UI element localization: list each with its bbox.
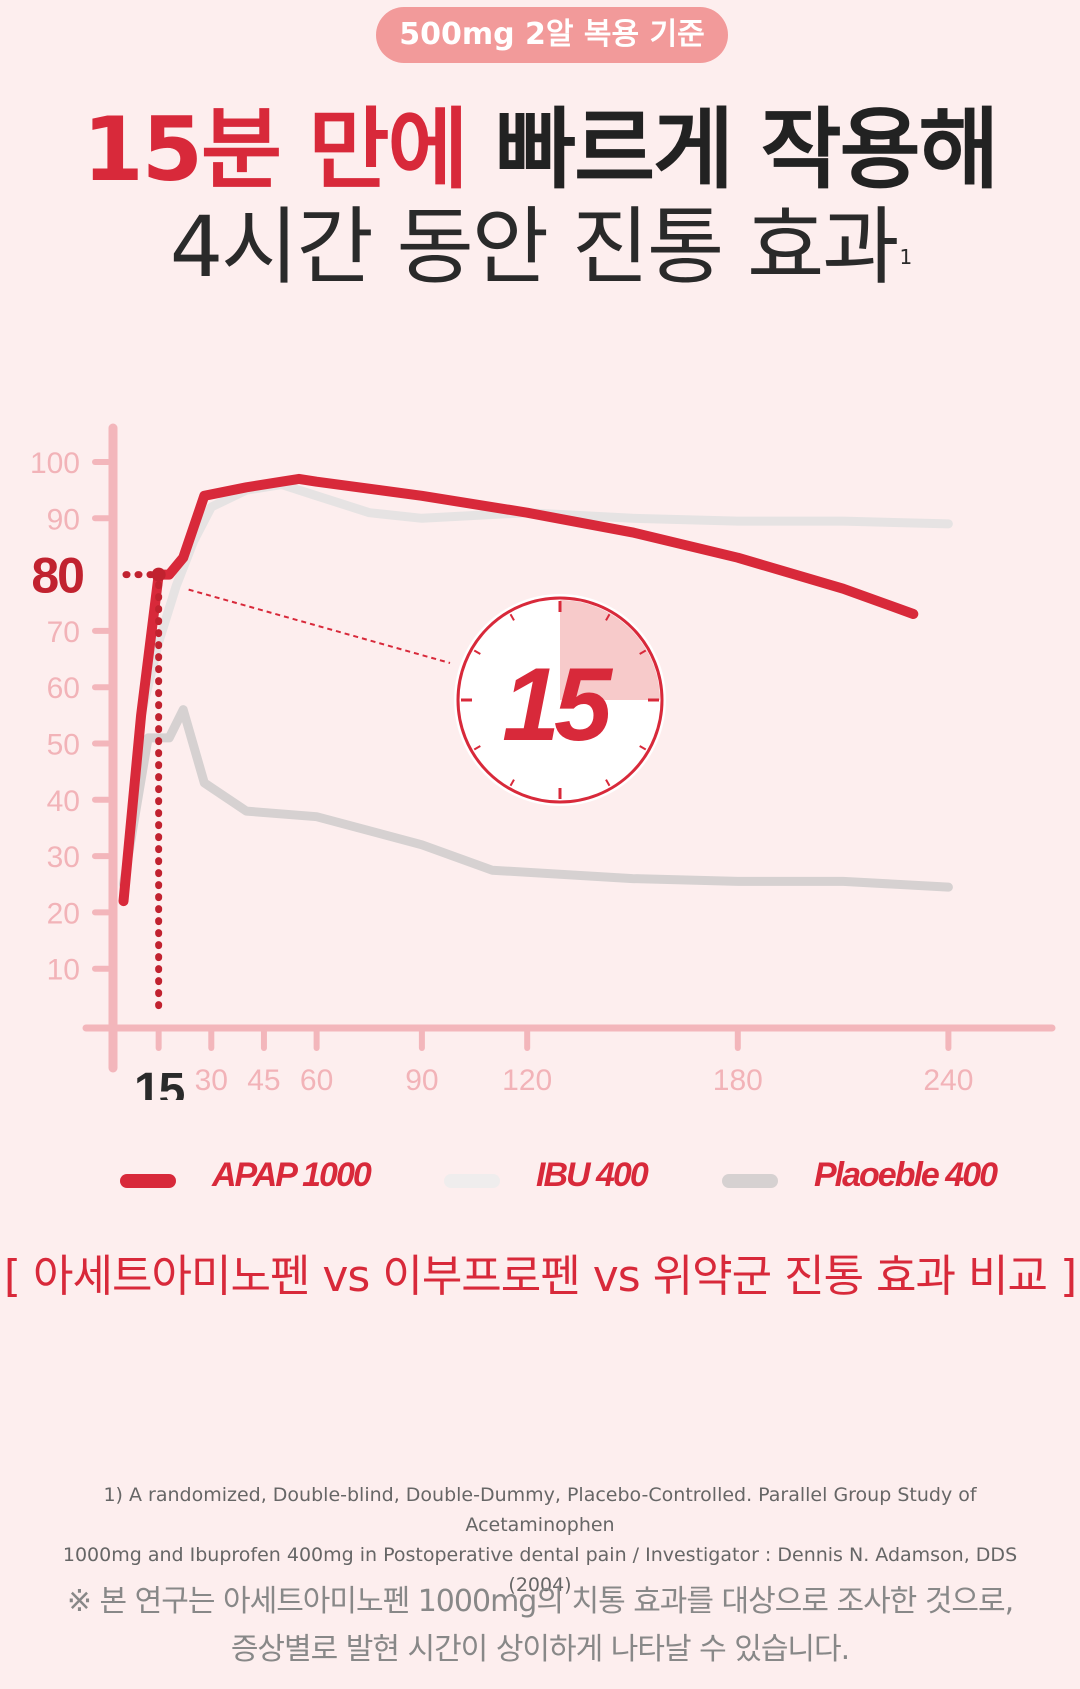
- footnote-line-1: 1) A randomized, Double-blind, Double-Du…: [103, 1484, 977, 1536]
- disclaimer-line-2: 증상별로 발현 시간이 상이하게 나타날 수 있습니다.: [230, 1632, 850, 1667]
- y-tick-label: 90: [47, 503, 80, 536]
- timer-tick: [639, 649, 647, 655]
- highlight-leader-line: [188, 588, 451, 664]
- chart-highlight: 80 15: [31, 548, 451, 1100]
- y-tick-label: 70: [47, 616, 80, 649]
- comparison-caption: [ 아세트아미노펜 vs 이부프로펜 vs 위약군 진통 효과 비교 ]: [3, 1251, 1077, 1302]
- y-tick-label: 10: [47, 954, 80, 987]
- headline-line-1: 15분 만에 빠르게 작용해: [0, 95, 1080, 205]
- timer-ring: [456, 596, 664, 804]
- timer-quarter-fill: [560, 600, 660, 700]
- series-line-ibu: [136, 480, 953, 720]
- x-tick-label: 30: [195, 1064, 228, 1097]
- timer-badge: 15: [454, 594, 666, 806]
- timer-tick: [509, 613, 515, 621]
- disclaimer-note: ※ 본 연구는 아세트아미노펜 1000mg의 치통 효과를 대상으로 조사한 …: [20, 1578, 1060, 1674]
- x-tick-label: 90: [405, 1064, 438, 1097]
- legend-swatch-placebo: [722, 1174, 778, 1188]
- timer-tick: [639, 745, 647, 751]
- x-tick-label: 45: [247, 1064, 280, 1097]
- headline-rest: 빠르게 작용해: [466, 98, 999, 201]
- headline-line-2: 4시간 동안 진통 효과 1: [0, 195, 1080, 300]
- y-tick-label: 30: [47, 841, 80, 874]
- y-tick-label: 60: [47, 672, 80, 705]
- headline-accent: 15분 만에: [82, 98, 468, 201]
- y-tick-label: 50: [47, 729, 80, 762]
- y-tick-label: 20: [47, 897, 80, 930]
- chart-axes: 10 20 30 40 50 60 70 90 100 30 45 60 90 120 180 240: [30, 423, 1056, 1097]
- study-footnote: 1) A randomized, Double-blind, Double-Du…: [40, 1480, 1040, 1600]
- y-tick-label: 100: [30, 447, 80, 480]
- legend-label-ibu: IBU 400: [536, 1156, 649, 1194]
- x-tick-label: 120: [502, 1064, 552, 1097]
- footnote-line-2: 1000mg and Ibuprofen 400mg in Postoperat…: [62, 1544, 1018, 1596]
- chart-legend: APAP 1000 IBU 400 Plaoeble 400: [0, 1150, 1080, 1210]
- legend-swatch-ibu: [444, 1174, 500, 1188]
- x-tick-label: 180: [713, 1064, 763, 1097]
- series-line-placebo: [119, 705, 953, 892]
- x-tick-label: 240: [923, 1064, 973, 1097]
- timer-tick: [473, 745, 481, 751]
- legend-label-apap: APAP 1000: [212, 1156, 372, 1194]
- disclaimer-line-1: ※ 본 연구는 아세트아미노펜 1000mg의 치통 효과를 대상으로 조사한 …: [66, 1584, 1014, 1619]
- highlight-y-label: 80: [31, 548, 83, 604]
- y-tick-label: 40: [47, 785, 80, 818]
- headline-line-2-text: 4시간 동안 진통 효과: [169, 198, 900, 296]
- timer-tick: [605, 779, 611, 787]
- highlight-point: [151, 567, 166, 582]
- highlight-x-label: 15: [134, 1064, 185, 1100]
- timer-tick: [605, 613, 611, 621]
- timer-label: 15: [502, 647, 614, 763]
- legend-label-placebo: Plaoeble 400: [814, 1156, 998, 1194]
- timer-tick: [473, 649, 481, 655]
- dosage-badge: 500mg 2알 복용 기준: [376, 7, 728, 63]
- x-tick-label: 60: [300, 1064, 333, 1097]
- legend-swatch-apap: [120, 1174, 176, 1188]
- footnote-marker: 1: [899, 245, 913, 269]
- timer-tick: [509, 779, 515, 787]
